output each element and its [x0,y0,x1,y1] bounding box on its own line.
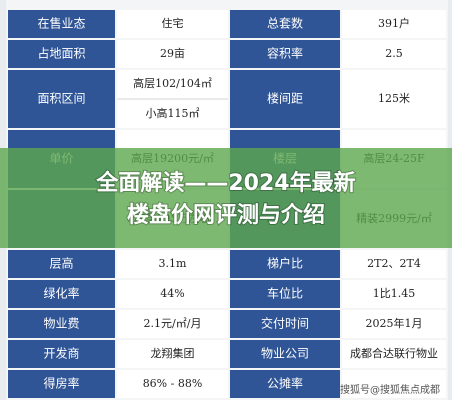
label-text: 占地面积 [37,46,85,61]
value-text: 龙翔集团 [151,346,195,360]
value-cell [342,310,446,338]
label-text: 总套数 [267,16,303,31]
banner [0,148,452,248]
value-cell [342,370,446,398]
value-cell [117,370,228,398]
value-text: 29亩 [160,46,185,60]
value-text: 2T2、2T4 [367,257,421,270]
value-text: 1比1.45 [373,287,416,300]
value-cell [117,310,228,338]
label-text: 得房率 [43,376,79,391]
value-cell [117,340,228,368]
label-cell [230,310,340,338]
label-cell [230,70,340,128]
value-cell [117,250,228,278]
banner-line: 全面解读——2024年最新 [95,170,355,196]
value-text: 86% - 88% [143,377,203,390]
label-cell [8,250,115,278]
value-cell [117,40,228,68]
value-cell [342,40,446,68]
label-text: 容积率 [267,46,303,61]
label-text: 公摊率 [267,376,303,391]
value-cell [342,10,446,38]
value-cell [117,10,228,38]
value-cell [342,280,446,308]
label-cell [230,340,340,368]
label-cell [230,250,340,278]
label-cell [8,340,115,368]
value-text: 3.1m [159,257,187,270]
label-text: 物业公司 [261,347,309,361]
label-cell [230,370,340,398]
label-text: 开发商 [43,346,79,361]
value-cell [342,70,446,128]
label-text: 交付时间 [261,316,309,331]
label-text: 层高 [49,256,73,271]
value-text: 44% [160,287,184,300]
value-text: 小高115㎡ [146,106,200,120]
label-cell [230,280,340,308]
label-cell [8,40,115,68]
value-text: 2025年1月 [366,316,423,330]
label-text: 在售业态 [37,16,85,31]
value-text: 2.1元/㎡/月 [144,317,202,330]
label-cell [230,40,340,68]
value-text: 高层102/104㎡ [133,76,212,90]
value-text: 125米 [378,92,410,105]
value-text: 住宅 [162,16,184,30]
label-cell [8,10,115,38]
label-text: 面积区间 [37,92,85,106]
label-text: 楼间距 [267,91,303,106]
label-text: 车位比 [267,286,303,301]
watermark: 搜狐号@搜狐焦点成都 [340,383,440,396]
value-cell [342,340,446,368]
label-cell [8,370,115,398]
value-text: 391户 [378,16,410,30]
label-cell [8,310,115,338]
value-cell [342,250,446,278]
banner-line: 楼盘价网评测与介绍 [127,202,325,228]
value-cell [117,280,228,308]
label-cell [8,280,115,308]
label-text: 物业费 [43,317,79,331]
label-cell [230,10,340,38]
label-text: 梯户比 [267,256,303,271]
label-text: 绿化率 [43,286,79,301]
value-text: 成都合达联行物业 [350,346,438,360]
label-cell [8,70,115,128]
value-text: 2.5 [385,47,403,60]
